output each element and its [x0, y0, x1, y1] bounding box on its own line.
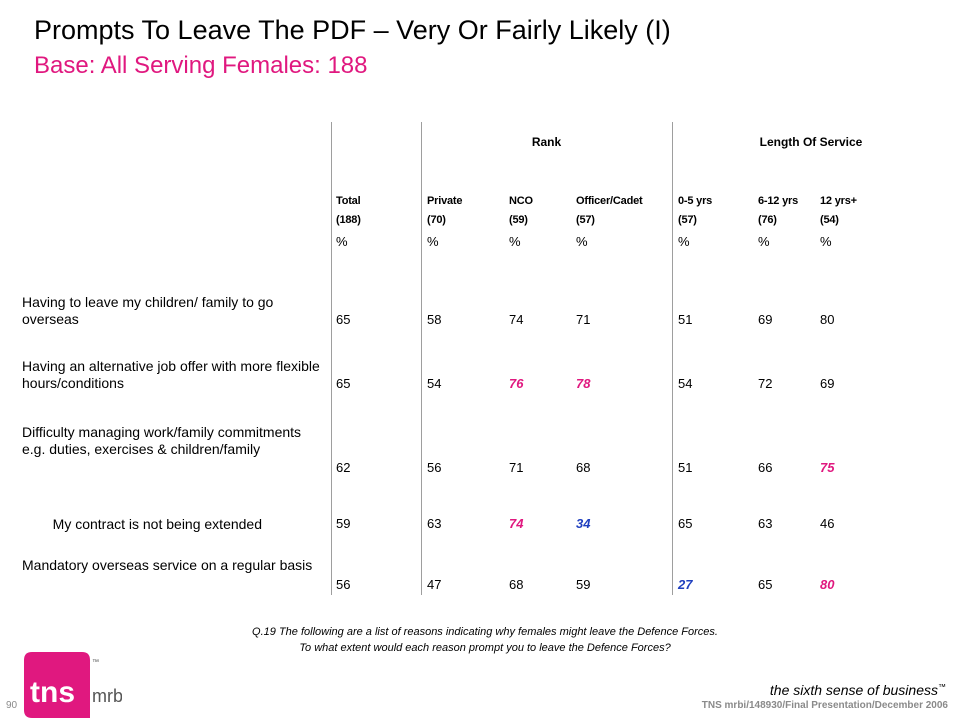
column-header: 0-5 yrs (57) [678, 192, 712, 230]
logo-mrbi-text: mrbi [92, 686, 122, 706]
table-cell: 56 [427, 460, 442, 475]
table-cell: 74 [509, 516, 524, 531]
table-cell: 72 [758, 376, 773, 391]
table-cell: 51 [678, 460, 693, 475]
table-cell: 68 [509, 577, 524, 592]
row-label: Having an alternative job offer with mor… [22, 358, 320, 391]
column-header: NCO (59) [509, 192, 533, 230]
column-header: Total (188) [336, 192, 361, 230]
row-label: Mandatory overseas service on a regular … [22, 557, 313, 573]
column-header: Private (70) [427, 192, 462, 230]
table-cell: 63 [758, 516, 773, 531]
column-name: Private [427, 195, 463, 207]
table-cell: 59 [576, 577, 591, 592]
tagline-tm: ™ [938, 682, 946, 692]
table-cell: 71 [509, 460, 524, 475]
column-name: 12 yrs+ [820, 195, 857, 207]
table-cell: 58 [427, 312, 442, 327]
column-base: (57) [678, 214, 697, 226]
column-header: 12 yrs+ (54) [820, 192, 857, 230]
logo-tm-text: ™ [92, 659, 99, 666]
logo-tns-text: tns [30, 676, 75, 709]
tagline: the sixth sense of business™ [770, 682, 946, 698]
column-name: 6-12 yrs [758, 195, 798, 207]
column-base: (54) [820, 214, 839, 226]
table-cell: 76 [509, 376, 524, 391]
table-cell: 74 [509, 312, 524, 327]
table-divider-service [672, 122, 673, 595]
table-cell: 69 [820, 376, 835, 391]
tns-logo-icon: tns mrbi ™ [24, 652, 127, 718]
table-cell: 65 [336, 312, 351, 327]
column-header: 6-12 yrs (76) [758, 192, 798, 230]
column-header: Officer/Cadet (57) [576, 192, 643, 230]
table-cell: 75 [820, 460, 835, 475]
column-unit: % [336, 234, 348, 249]
question-line-2: To what extent would each reason prompt … [299, 642, 671, 654]
column-base: (70) [427, 214, 446, 226]
table-cell: 34 [576, 516, 591, 531]
group-header-rank: Rank [531, 135, 562, 149]
column-unit: % [678, 234, 690, 249]
row-label: Difficulty managing work/family commitme… [22, 424, 302, 457]
slide-subtitle: Base: All Serving Females: 188 [34, 52, 368, 79]
table-cell: 65 [758, 577, 773, 592]
table-cell: 59 [336, 516, 351, 531]
column-unit: % [758, 234, 770, 249]
table-cell: 51 [678, 312, 693, 327]
column-name: NCO [509, 195, 533, 207]
table-cell: 27 [678, 577, 693, 592]
table-cell: 47 [427, 577, 442, 592]
table-cell: 69 [758, 312, 773, 327]
table-cell: 68 [576, 460, 591, 475]
column-base: (57) [576, 214, 595, 226]
column-unit: % [427, 234, 439, 249]
column-unit: % [576, 234, 588, 249]
table-cell: 56 [336, 577, 351, 592]
tns-mrbi-logo: tns mrbi ™ [22, 650, 127, 725]
column-unit: % [509, 234, 521, 249]
column-base: (76) [758, 214, 777, 226]
table-cell: 66 [758, 460, 773, 475]
column-name: Officer/Cadet [576, 195, 643, 207]
column-base: (59) [509, 214, 528, 226]
column-name: Total [336, 195, 361, 207]
group-header-length-of-service: Length Of Service [759, 135, 863, 149]
table-divider-rank [421, 122, 422, 595]
table-cell: 71 [576, 312, 591, 327]
page-number: 90 [6, 700, 18, 711]
table-cell: 65 [678, 516, 693, 531]
slide-title: Prompts To Leave The PDF – Very Or Fairl… [34, 15, 671, 45]
table-cell: 62 [336, 460, 351, 475]
row-label: Having to leave my children/ family to g… [22, 294, 274, 327]
column-base: (188) [336, 214, 361, 226]
table-cell: 80 [820, 312, 835, 327]
table-cell: 54 [427, 376, 442, 391]
table-cell: 54 [678, 376, 693, 391]
table-divider-total [331, 122, 332, 595]
footer-reference: TNS mrbi/148930/Final Presentation/Decem… [701, 700, 948, 711]
table-cell: 63 [427, 516, 442, 531]
table-cell: 46 [820, 516, 835, 531]
table-cell: 80 [820, 577, 835, 592]
column-name: 0-5 yrs [678, 195, 713, 207]
tagline-text: the sixth sense of business [769, 682, 938, 698]
column-unit: % [820, 234, 832, 249]
table-cell: 78 [576, 376, 591, 391]
table-cell: 65 [336, 376, 351, 391]
question-line-1: Q.19 The following are a list of reasons… [252, 626, 718, 638]
question-note: Q.19 The following are a list of reasons… [150, 624, 820, 656]
row-label: My contract is not being extended [52, 516, 262, 532]
